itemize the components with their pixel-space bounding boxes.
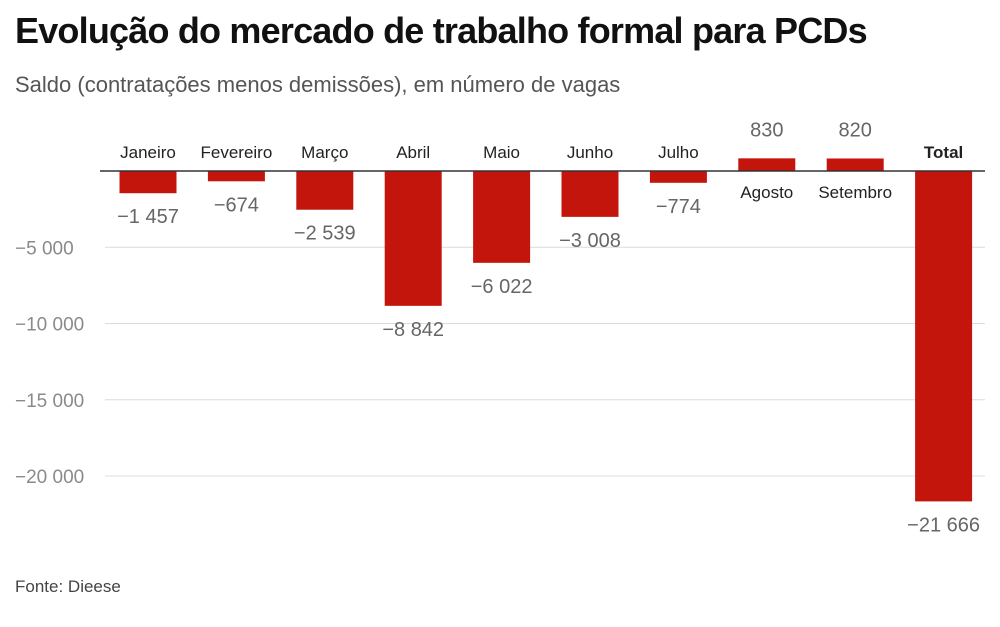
bar	[119, 171, 177, 194]
chart-title: Evolução do mercado de trabalho formal p…	[15, 10, 868, 51]
source-note: Fonte: Dieese	[15, 577, 121, 596]
bar	[384, 171, 442, 306]
data-label: −674	[214, 194, 259, 216]
bar	[296, 171, 354, 210]
data-label: −8 842	[382, 319, 444, 341]
data-label: −3 008	[559, 230, 621, 252]
category-label: Setembro	[818, 183, 892, 202]
category-label: Agosto	[740, 183, 793, 202]
bar	[649, 171, 707, 183]
data-label: 830	[750, 119, 783, 141]
data-label: −21 666	[907, 514, 980, 536]
category-label: Fevereiro	[200, 143, 272, 162]
bars	[119, 158, 973, 502]
category-label: Julho	[658, 143, 699, 162]
y-tick-label: −20 000	[15, 467, 84, 488]
y-axis-ticks: −5 000 −10 000 −15 000 −20 000	[15, 238, 84, 488]
y-tick-label: −10 000	[15, 315, 84, 336]
category-label: Maio	[483, 143, 520, 162]
category-label: Junho	[567, 143, 613, 162]
category-label: Abril	[396, 143, 430, 162]
bar	[207, 171, 265, 182]
category-label: Total	[924, 143, 963, 162]
y-tick-label: −5 000	[15, 238, 74, 259]
bar	[473, 171, 531, 263]
grid-lines	[105, 246, 985, 477]
data-label: −1 457	[117, 206, 179, 228]
category-label: Janeiro	[120, 143, 176, 162]
bar	[915, 171, 973, 502]
chart-subtitle: Saldo (contratações menos demissões), em…	[15, 72, 621, 97]
bar	[561, 171, 619, 217]
labels: Janeiro −1 457 Fevereiro −674 Março −2 539 Abr…	[117, 119, 980, 536]
bar	[826, 158, 884, 171]
y-tick-label: −15 000	[15, 391, 84, 412]
data-label: 820	[839, 119, 872, 141]
data-label: −774	[656, 196, 701, 218]
data-label: −6 022	[471, 276, 533, 298]
bar	[738, 158, 796, 171]
category-label: Março	[301, 143, 348, 162]
data-label: −2 539	[294, 223, 356, 245]
